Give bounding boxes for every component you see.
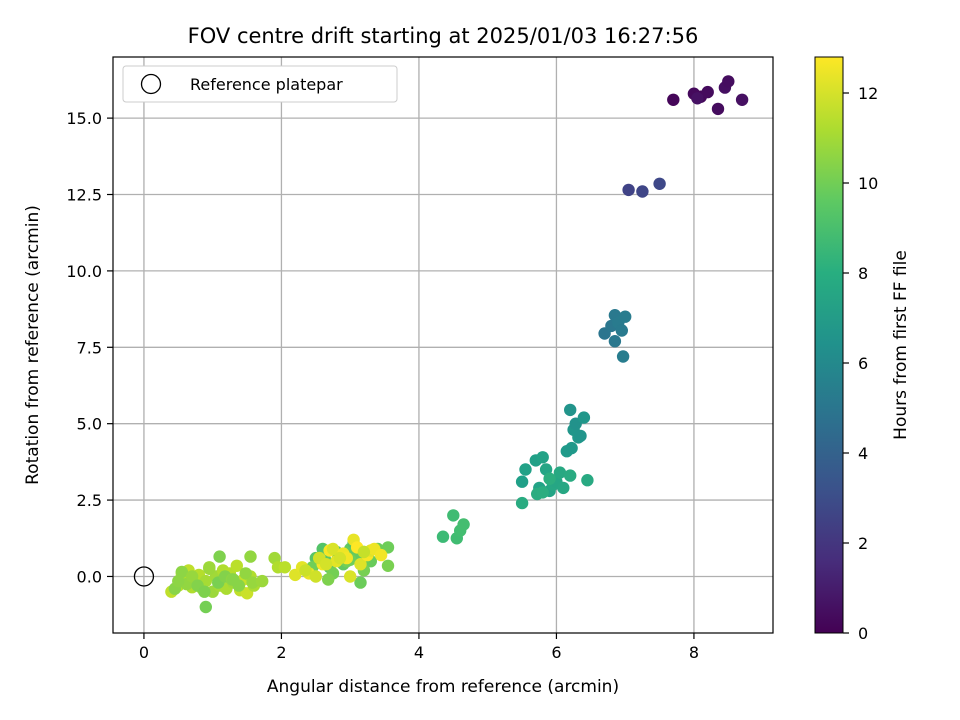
x-axis-label: Angular distance from reference (arcmin)	[267, 677, 619, 697]
data-point	[711, 102, 725, 116]
colorbar-tick-label: 10	[858, 174, 878, 193]
colorbar-tick-label: 12	[858, 84, 878, 103]
y-tick-label: 7.5	[77, 338, 102, 357]
legend-entry-label: Reference platepar	[190, 75, 343, 94]
data-point	[374, 548, 388, 562]
data-point	[577, 411, 591, 424]
data-point	[701, 85, 714, 99]
y-axis-ticks: 0.0 2.5 5.0 7.5 10.0 12.5 15.0	[66, 109, 113, 586]
data-point	[299, 564, 312, 577]
data-point	[278, 561, 292, 574]
data-point	[616, 350, 630, 363]
legend-reference-marker	[140, 73, 162, 95]
data-point	[553, 466, 567, 479]
data-point	[436, 530, 450, 543]
data-point	[636, 185, 649, 198]
data-point	[199, 600, 212, 614]
data-point	[615, 324, 628, 337]
data-point	[344, 570, 357, 583]
data-point	[581, 474, 594, 487]
data-point	[564, 469, 577, 482]
data-point	[515, 496, 529, 510]
data-point	[622, 183, 635, 197]
grid	[113, 57, 773, 633]
data-point	[230, 559, 243, 572]
x-axis-ticks: 0 2 4 6 8	[139, 633, 699, 662]
data-point	[447, 509, 460, 522]
legend-frame	[122, 65, 398, 103]
data-point	[722, 75, 735, 88]
plot-frame	[112, 56, 774, 634]
x-tick-label: 8	[689, 643, 699, 662]
data-point	[574, 429, 587, 443]
x-tick-label: 6	[551, 643, 561, 662]
data-point	[691, 92, 704, 105]
data-point	[564, 403, 577, 417]
data-point	[619, 310, 632, 323]
colorbar-tick-label: 6	[858, 354, 868, 373]
data-point	[172, 574, 185, 588]
data-point	[244, 550, 257, 563]
reference-platepar-marker	[133, 566, 155, 587]
y-tick-label: 0.0	[77, 567, 102, 586]
data-point	[354, 558, 367, 571]
data-point	[354, 576, 367, 589]
data-point	[536, 451, 549, 464]
x-tick-label: 2	[276, 643, 286, 662]
data-point	[667, 93, 680, 107]
data-point	[326, 542, 340, 556]
data-point	[322, 573, 335, 586]
colorbar-gradient	[814, 56, 844, 634]
data-point	[319, 558, 333, 571]
data-point	[653, 177, 666, 190]
data-point	[565, 441, 578, 455]
data-point	[239, 567, 252, 580]
data-point	[608, 335, 622, 348]
data-point	[557, 481, 570, 495]
data-point	[357, 545, 371, 559]
data-point	[198, 585, 211, 598]
colorbar-tick-label: 4	[858, 444, 868, 463]
colorbar-ticks: 0 2 4 6 8 10 12	[843, 84, 878, 643]
colorbar-tick-label: 0	[858, 624, 868, 643]
data-point	[515, 475, 529, 488]
chart-title: FOV centre drift starting at 2025/01/03 …	[188, 24, 699, 48]
legend: Reference platepar	[122, 65, 398, 103]
data-point	[381, 559, 395, 572]
data-point	[333, 551, 347, 565]
data-point	[309, 570, 322, 583]
y-tick-label: 2.5	[77, 491, 102, 510]
data-point	[227, 573, 240, 586]
data-point	[185, 570, 199, 583]
data-point	[536, 486, 549, 499]
colorbar: 0 2 4 6 8 10 12 Hours from first FF file	[814, 56, 911, 643]
y-tick-label: 15.0	[66, 109, 102, 128]
y-tick-label: 10.0	[66, 262, 102, 281]
y-axis-label: Rotation from reference (arcmin)	[23, 205, 43, 485]
colorbar-tick-label: 2	[858, 534, 868, 553]
y-tick-label: 12.5	[66, 186, 102, 205]
y-tick-label: 5.0	[77, 415, 102, 434]
data-point	[457, 518, 470, 531]
data-point	[256, 574, 269, 588]
x-tick-label: 0	[139, 643, 149, 662]
x-tick-label: 4	[414, 643, 424, 662]
data-point	[519, 463, 532, 476]
colorbar-tick-label: 8	[858, 264, 868, 283]
data-point	[246, 576, 259, 589]
data-point	[203, 562, 216, 575]
data-point	[543, 472, 556, 485]
data-points	[165, 75, 749, 614]
data-point	[735, 93, 749, 107]
colorbar-label: Hours from first FF file	[891, 250, 911, 440]
data-point	[213, 550, 226, 563]
